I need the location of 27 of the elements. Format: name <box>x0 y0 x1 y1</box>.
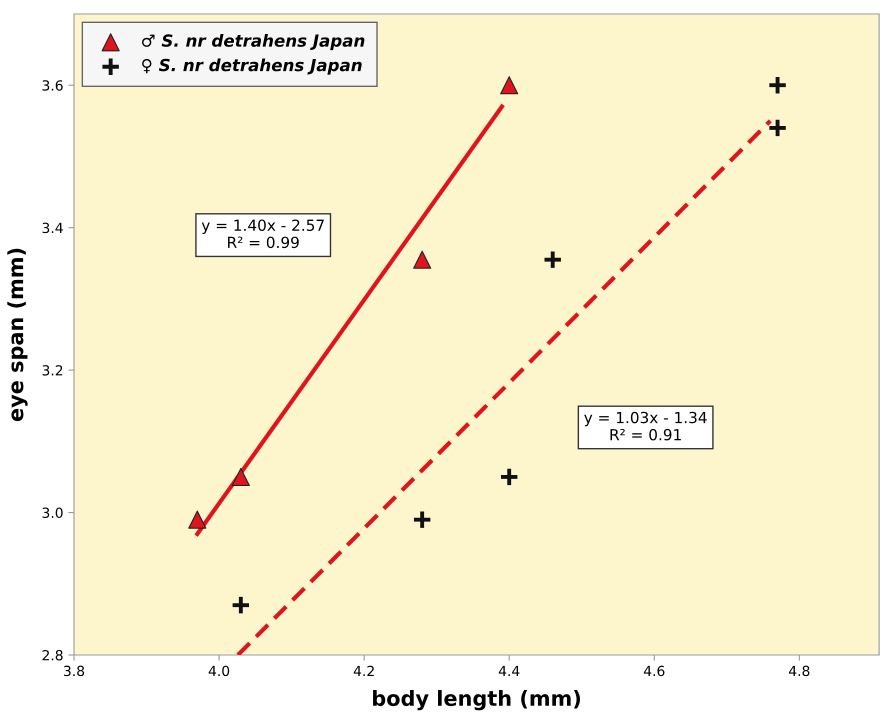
x-tick-label: 4.0 <box>208 666 230 676</box>
y-tick-label: 3.2 <box>42 365 62 376</box>
y-tick-label: 3.0 <box>42 508 63 518</box>
y-tick-label: 3.6 <box>42 80 63 91</box>
annotation: y = 1.03x - 1.34 R² = 0.91 <box>584 412 707 440</box>
point <box>412 510 432 530</box>
point <box>413 250 432 269</box>
x-tick-label: 3.8 <box>64 666 84 676</box>
point <box>232 468 250 486</box>
y-axis-title: eye span (mm) <box>7 248 28 422</box>
x-tick-label: 4.2 <box>354 666 374 676</box>
point <box>499 466 520 488</box>
x-axis-title: body length (mm) <box>373 690 580 710</box>
point <box>188 510 206 529</box>
x-tick-label: 4.8 <box>788 666 810 676</box>
legend-label: ♂ S. nr detrahens Japan <box>142 34 364 50</box>
annotation: y = 1.40x - 2.57 R² = 0.99 <box>202 219 324 248</box>
y-tick-label: 2.8 <box>42 650 63 660</box>
x-tick-label: 4.4 <box>498 666 520 676</box>
point <box>767 118 788 138</box>
legend-label: ♀ S. nr detrahens Japan <box>142 58 362 75</box>
point <box>230 594 251 616</box>
y-tick-label: 3.4 <box>42 222 63 234</box>
point <box>500 76 518 94</box>
point <box>767 75 788 96</box>
x-tick-label: 4.6 <box>644 666 664 676</box>
point <box>542 250 563 270</box>
